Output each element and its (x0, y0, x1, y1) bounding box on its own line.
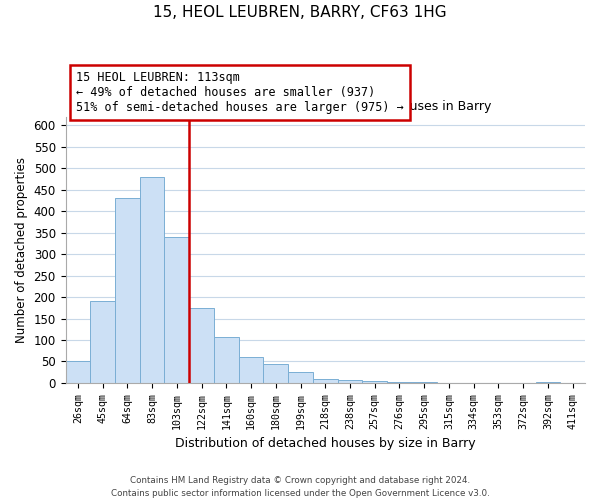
Text: Contains HM Land Registry data © Crown copyright and database right 2024.
Contai: Contains HM Land Registry data © Crown c… (110, 476, 490, 498)
Bar (387, 382, 412, 383)
Bar (313, 378, 338, 383)
Bar (214, 336, 239, 383)
Y-axis label: Number of detached properties: Number of detached properties (15, 157, 28, 343)
Text: 15, HEOL LEUBREN, BARRY, CF63 1HG: 15, HEOL LEUBREN, BARRY, CF63 1HG (153, 5, 447, 20)
Bar (362, 381, 387, 383)
X-axis label: Distribution of detached houses by size in Barry: Distribution of detached houses by size … (175, 437, 476, 450)
Bar (412, 382, 437, 383)
Bar (338, 380, 362, 383)
Bar (164, 237, 189, 383)
Bar (288, 372, 313, 383)
Bar (263, 364, 288, 383)
Bar (140, 177, 164, 383)
Bar (65, 362, 90, 383)
Title: Size of property relative to detached houses in Barry: Size of property relative to detached ho… (160, 100, 491, 113)
Bar (90, 302, 115, 383)
Text: 15 HEOL LEUBREN: 113sqm
← 49% of detached houses are smaller (937)
51% of semi-d: 15 HEOL LEUBREN: 113sqm ← 49% of detache… (76, 71, 404, 114)
Bar (189, 308, 214, 383)
Bar (536, 382, 560, 383)
Bar (115, 198, 140, 383)
Bar (239, 357, 263, 383)
